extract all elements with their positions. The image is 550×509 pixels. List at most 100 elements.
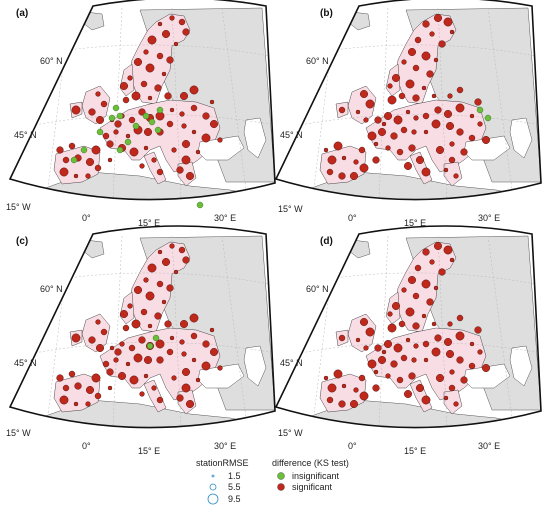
station-marker bbox=[145, 291, 155, 301]
lon-30e-label-c: 30° E bbox=[214, 441, 236, 451]
legend-label-significant: significant bbox=[292, 482, 333, 492]
station-marker bbox=[448, 156, 456, 164]
lon-30e-label-d: 30° E bbox=[478, 441, 500, 451]
station-marker bbox=[182, 28, 190, 36]
station-marker bbox=[367, 131, 377, 141]
station-marker bbox=[390, 360, 398, 368]
station-marker bbox=[358, 146, 366, 154]
station-marker bbox=[408, 144, 416, 152]
station-marker bbox=[178, 18, 186, 26]
station-marker bbox=[433, 13, 442, 22]
station-marker bbox=[373, 141, 379, 147]
station-marker bbox=[179, 111, 185, 117]
station-marker bbox=[443, 109, 452, 118]
station-marker bbox=[71, 105, 81, 115]
station-marker bbox=[377, 355, 386, 364]
station-marker bbox=[438, 268, 446, 276]
lon-15w-label-a: 15° W bbox=[6, 202, 31, 212]
station-marker bbox=[147, 263, 157, 273]
station-marker bbox=[119, 81, 128, 90]
station-marker bbox=[387, 83, 393, 89]
station-marker bbox=[191, 357, 197, 363]
station-marker bbox=[448, 384, 456, 392]
station-marker bbox=[181, 383, 191, 393]
station-marker bbox=[468, 134, 476, 142]
station-marker-insignificant bbox=[146, 342, 154, 350]
station-marker-insignificant bbox=[108, 114, 116, 122]
lon-0-label-c: 0° bbox=[82, 441, 91, 451]
station-marker bbox=[119, 341, 125, 347]
station-marker bbox=[433, 285, 439, 291]
station-marker bbox=[421, 395, 431, 405]
station-marker bbox=[374, 116, 382, 124]
station-marker bbox=[438, 40, 446, 48]
station-marker bbox=[138, 108, 146, 116]
station-marker bbox=[414, 36, 422, 44]
station-marker bbox=[381, 121, 387, 127]
station-marker bbox=[217, 365, 223, 371]
legend-size-label-3: 9.5 bbox=[228, 494, 241, 504]
lat-45n-label-b: 45° N bbox=[280, 130, 303, 140]
station-marker-insignificant bbox=[154, 126, 162, 134]
station-marker-insignificant bbox=[148, 118, 156, 126]
station-marker bbox=[143, 373, 149, 379]
station-marker bbox=[181, 139, 190, 148]
station-marker bbox=[114, 348, 122, 356]
station-marker bbox=[422, 20, 430, 28]
legend-size-label-1: 1.5 bbox=[228, 471, 241, 481]
station-marker bbox=[195, 377, 201, 383]
station-marker bbox=[209, 119, 218, 128]
legend-label-insignificant: insignificant bbox=[292, 471, 340, 481]
station-marker bbox=[341, 383, 347, 389]
lon-30e-label-a: 30° E bbox=[214, 213, 236, 223]
legend-size-title: stationRMSE bbox=[196, 458, 249, 468]
station-marker bbox=[59, 395, 69, 405]
station-marker bbox=[413, 115, 419, 121]
station-marker bbox=[407, 276, 416, 285]
station-marker bbox=[155, 339, 165, 349]
station-marker-insignificant bbox=[152, 334, 160, 342]
lon-15w-label-b: 15° W bbox=[278, 204, 303, 214]
station-marker bbox=[323, 147, 329, 153]
legend-size-symbol-1 bbox=[211, 474, 215, 478]
station-marker bbox=[338, 106, 346, 114]
station-marker bbox=[122, 96, 130, 104]
station-marker bbox=[95, 343, 104, 352]
station-marker bbox=[355, 337, 361, 343]
station-marker bbox=[102, 132, 110, 140]
lat-60n-label-d: 60° N bbox=[306, 284, 329, 294]
lon-15w-label-d: 15° W bbox=[278, 428, 303, 438]
station-marker bbox=[164, 320, 172, 328]
station-marker bbox=[456, 314, 464, 322]
station-marker bbox=[429, 259, 435, 265]
station-marker bbox=[95, 91, 101, 97]
station-marker bbox=[443, 17, 453, 27]
station-marker bbox=[147, 323, 153, 329]
station-marker bbox=[453, 173, 459, 179]
station-marker bbox=[456, 128, 464, 136]
station-marker bbox=[401, 59, 407, 65]
station-marker-insignificant bbox=[196, 201, 204, 209]
station-marker bbox=[164, 92, 172, 100]
station-marker bbox=[477, 349, 483, 355]
station-marker bbox=[143, 277, 149, 283]
station-marker bbox=[421, 313, 427, 319]
station-marker bbox=[127, 75, 133, 81]
station-marker bbox=[353, 387, 359, 393]
station-marker bbox=[443, 337, 452, 346]
station-marker bbox=[469, 341, 475, 347]
station-marker-insignificant bbox=[156, 106, 164, 114]
map-panel-c: (c) 60° N 45° N 15° W 0° 15° E 30° E bbox=[0, 226, 280, 458]
station-marker bbox=[355, 109, 361, 115]
station-marker bbox=[373, 369, 379, 375]
station-marker-insignificant bbox=[80, 146, 88, 154]
station-marker bbox=[434, 106, 442, 114]
station-marker bbox=[455, 331, 465, 341]
stations-d bbox=[323, 241, 490, 408]
station-marker-insignificant bbox=[96, 128, 104, 136]
station-marker bbox=[169, 335, 175, 341]
station-marker bbox=[209, 347, 218, 356]
station-marker bbox=[171, 375, 177, 381]
station-marker bbox=[179, 319, 188, 328]
station-marker bbox=[443, 245, 453, 255]
